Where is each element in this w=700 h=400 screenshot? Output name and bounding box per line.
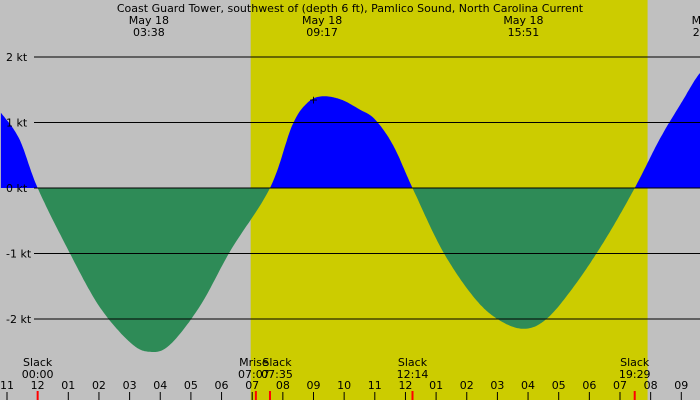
ebb-current-area [0,188,700,352]
x-tick-label: 09 [307,379,321,392]
x-tick-label: 08 [276,379,290,392]
event-label: Slack [23,356,53,369]
max-current-date: May 18 [129,14,169,27]
event-labels: Slack00:00Mrise07:07Slack07:35Slack12:14… [22,356,651,381]
x-tick-label: 03 [490,379,504,392]
max-current-time: 09:17 [306,26,338,39]
event-label: Slack [398,356,428,369]
y-tick-label: -2 kt [6,313,32,326]
y-tick-labels: 2 kt 1 kt 0 kt -1 kt -2 kt [6,51,32,326]
x-tick-label: 08 [644,379,658,392]
x-tick-label: 01 [61,379,75,392]
x-tick-label: 06 [582,379,596,392]
max-current-time: 15:51 [508,26,540,39]
x-tick-label: 02 [92,379,106,392]
event-label: Slack [620,356,650,369]
current-area-layer [0,73,700,352]
x-tick-label: 07 [245,379,259,392]
y-gridlines [34,56,700,320]
y-tick-label: 0 kt [6,182,28,195]
event-time: 00:00 [22,368,54,381]
x-tick-label: 11 [368,379,382,392]
x-tick-label: 02 [460,379,474,392]
x-tick-label: 10 [337,379,351,392]
max-current-date: Ma [692,14,700,27]
x-tick-label: 05 [552,379,566,392]
x-tick-label: 03 [123,379,137,392]
max-marker: + [309,94,318,107]
x-tick-label: 07 [613,379,627,392]
max-current-date: May 18 [302,14,342,27]
event-time: 12:14 [397,368,429,381]
x-tick-label: 11 [0,379,14,392]
x-tick-labels: 11 12 01 02 03 04 05 06 07 08 09 10 11 12 01 02 03 04 05 06… [0,379,688,400]
x-tick-label: 09 [674,379,688,392]
event-time: 19:29 [619,368,651,381]
flood-current-area [0,73,700,188]
x-tick-label: 04 [153,379,167,392]
x-tick-label: 05 [184,379,198,392]
event-time: 07:35 [261,368,293,381]
chart-title: Coast Guard Tower, southwest of (depth 6… [117,2,584,15]
max-current-time: 03:38 [133,26,165,39]
max-current-time: 21 [693,26,700,39]
y-tick-label: -1 kt [6,248,32,261]
event-label: Mrise [239,356,269,369]
x-tick-label: 06 [215,379,229,392]
max-current-date: May 18 [503,14,543,27]
y-tick-label: 1 kt [6,117,28,130]
x-tick-label: 01 [429,379,443,392]
event-time: 07:07 [238,368,270,381]
event-label: Slack [262,356,292,369]
x-tick-label: 04 [521,379,535,392]
x-tick-label: 12 [31,379,45,392]
x-tick-label: 12 [398,379,412,392]
y-tick-label: 2 kt [6,51,28,64]
